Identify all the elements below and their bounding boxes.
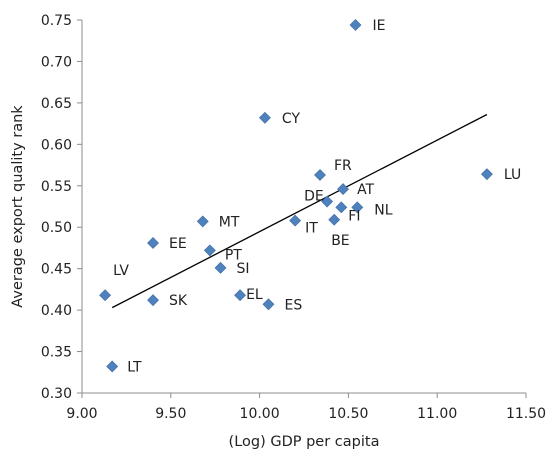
x-tick-label: 10.50 — [328, 406, 368, 422]
point-label-at: AT — [357, 182, 374, 198]
point-label-ie: IE — [373, 18, 386, 34]
y-tick-label: 0.75 — [41, 13, 72, 29]
y-axis-ticks: 0.30 0.35 0.40 0.45 0.50 0.55 0.60 0.65 0.70 0.75 — [41, 13, 82, 402]
point-marker-sk — [147, 294, 159, 307]
y-tick-label: 0.60 — [41, 137, 72, 153]
point-label-es: ES — [284, 297, 302, 313]
point-marker-cy — [259, 111, 271, 124]
x-tick-label: 11.50 — [506, 406, 546, 422]
data-points — [99, 19, 493, 373]
point-marker-ee — [147, 237, 159, 249]
point-label-be: BE — [331, 233, 349, 249]
point-label-si: SI — [237, 261, 250, 277]
y-tick-label: 0.55 — [41, 179, 72, 195]
axes — [81, 20, 526, 394]
point-label-mt: MT — [219, 214, 240, 230]
point-marker-fi — [335, 201, 348, 214]
y-tick-label: 0.35 — [41, 345, 72, 361]
point-marker-it — [289, 214, 302, 227]
x-tick-label: 9.50 — [155, 406, 186, 422]
point-marker-mt — [196, 215, 209, 228]
point-label-lv: LV — [113, 263, 129, 279]
point-marker-lu — [481, 168, 493, 181]
point-marker-ie — [349, 19, 362, 31]
point-marker-si — [214, 261, 227, 274]
x-tick-label: 10.00 — [240, 406, 280, 422]
point-label-de: DE — [304, 189, 324, 205]
point-marker-de — [321, 195, 334, 208]
y-tick-label: 0.50 — [41, 220, 72, 236]
point-marker-pt — [203, 244, 216, 257]
point-marker-fr — [314, 169, 326, 181]
point-marker-es — [262, 298, 275, 311]
point-label-fr: FR — [334, 158, 352, 174]
point-marker-be — [328, 213, 341, 226]
point-label-el: EL — [246, 287, 263, 303]
x-axis-title: (Log) GDP per capita — [229, 434, 380, 450]
y-tick-label: 0.40 — [41, 303, 72, 319]
point-marker-nl — [351, 201, 364, 214]
point-marker-lt — [106, 360, 119, 373]
point-label-lu: LU — [504, 167, 521, 183]
point-label-pt: PT — [225, 247, 242, 263]
y-tick-label: 0.45 — [41, 262, 72, 278]
point-marker-at — [337, 183, 349, 196]
point-label-nl: NL — [374, 202, 392, 218]
trendline — [111, 113, 488, 309]
point-label-sk: SK — [169, 293, 188, 309]
point-label-fi: FI — [348, 208, 360, 224]
y-tick-label: 0.30 — [41, 386, 72, 402]
point-label-cy: CY — [282, 111, 301, 127]
point-marker-lv — [99, 289, 112, 302]
point-label-ee: EE — [169, 236, 187, 252]
x-tick-label: 11.00 — [417, 406, 457, 422]
point-label-it: IT — [305, 221, 318, 237]
x-tick-label: 9.00 — [66, 406, 97, 422]
x-axis-ticks: 9.00 9.50 10.00 10.50 11.00 11.50 — [66, 393, 546, 422]
y-tick-label: 0.65 — [41, 96, 72, 112]
y-tick-label: 0.70 — [41, 54, 72, 70]
point-label-lt: LT — [127, 359, 142, 375]
point-marker-el — [234, 289, 246, 302]
y-axis-title: Average export quality rank — [10, 105, 26, 308]
